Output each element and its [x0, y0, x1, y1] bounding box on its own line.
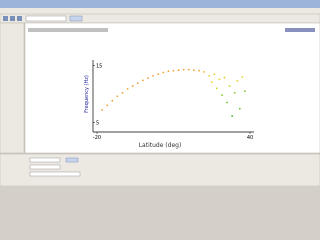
- point: [172, 69, 175, 72]
- point: [198, 69, 200, 72]
- point: [241, 76, 244, 78]
- point: [131, 85, 134, 87]
- point: [126, 88, 129, 90]
- point: [226, 101, 228, 104]
- point: [121, 91, 124, 94]
- y-tick-label: 5: [96, 120, 99, 126]
- plot-panel: [24, 22, 320, 154]
- menu-bar: [0, 8, 320, 14]
- button[interactable]: [65, 157, 79, 163]
- point: [223, 76, 226, 79]
- status-bar: [0, 186, 320, 192]
- point: [244, 90, 246, 93]
- point: [111, 99, 114, 102]
- point: [142, 79, 144, 82]
- point: [187, 68, 190, 71]
- point: [233, 91, 236, 94]
- point: [238, 107, 241, 110]
- plot-header: [28, 28, 108, 32]
- app-window: Latitude (deg) Frequency (Hz) 5 15 -20 40: [0, 0, 320, 192]
- page: {"chart_data": {"type": "scatter", "x_la…: [0, 0, 320, 192]
- toolbar-button[interactable]: [3, 16, 8, 21]
- chart: Latitude (deg) Frequency (Hz) 5 15 -20 40: [84, 60, 254, 149]
- point: [147, 77, 149, 80]
- point: [193, 69, 195, 72]
- point: [167, 70, 170, 73]
- point: [136, 82, 139, 85]
- point: [157, 73, 160, 76]
- input-field[interactable]: [29, 164, 61, 170]
- point: [215, 87, 218, 90]
- point: [218, 78, 221, 81]
- point: [116, 95, 119, 98]
- y-axis-label: Frequency (Hz): [84, 75, 90, 113]
- point: [213, 73, 216, 76]
- point: [182, 68, 185, 71]
- input-field[interactable]: [29, 157, 61, 163]
- point: [106, 104, 109, 107]
- point: [101, 108, 103, 111]
- plot-link[interactable]: [285, 28, 315, 32]
- y-tick-label: 15: [96, 64, 102, 70]
- point: [177, 69, 180, 72]
- point: [228, 85, 231, 87]
- side-panel: [0, 22, 25, 154]
- point: [236, 80, 239, 82]
- title-bar: [0, 0, 320, 8]
- point: [208, 74, 211, 77]
- toolbar-button[interactable]: [17, 16, 22, 21]
- input-field[interactable]: [29, 171, 81, 177]
- point: [152, 74, 155, 77]
- point: [203, 71, 206, 73]
- point: [231, 115, 234, 117]
- toolbar-button[interactable]: [69, 15, 83, 22]
- point: [162, 71, 165, 74]
- point: [210, 81, 213, 83]
- combo-box[interactable]: [25, 15, 67, 22]
- toolbar-button[interactable]: [10, 16, 15, 21]
- point: [221, 94, 223, 97]
- x-axis-label: Latitude (deg): [139, 142, 182, 149]
- x-tick-label: -20: [93, 135, 101, 141]
- x-tick-label: 40: [247, 135, 253, 141]
